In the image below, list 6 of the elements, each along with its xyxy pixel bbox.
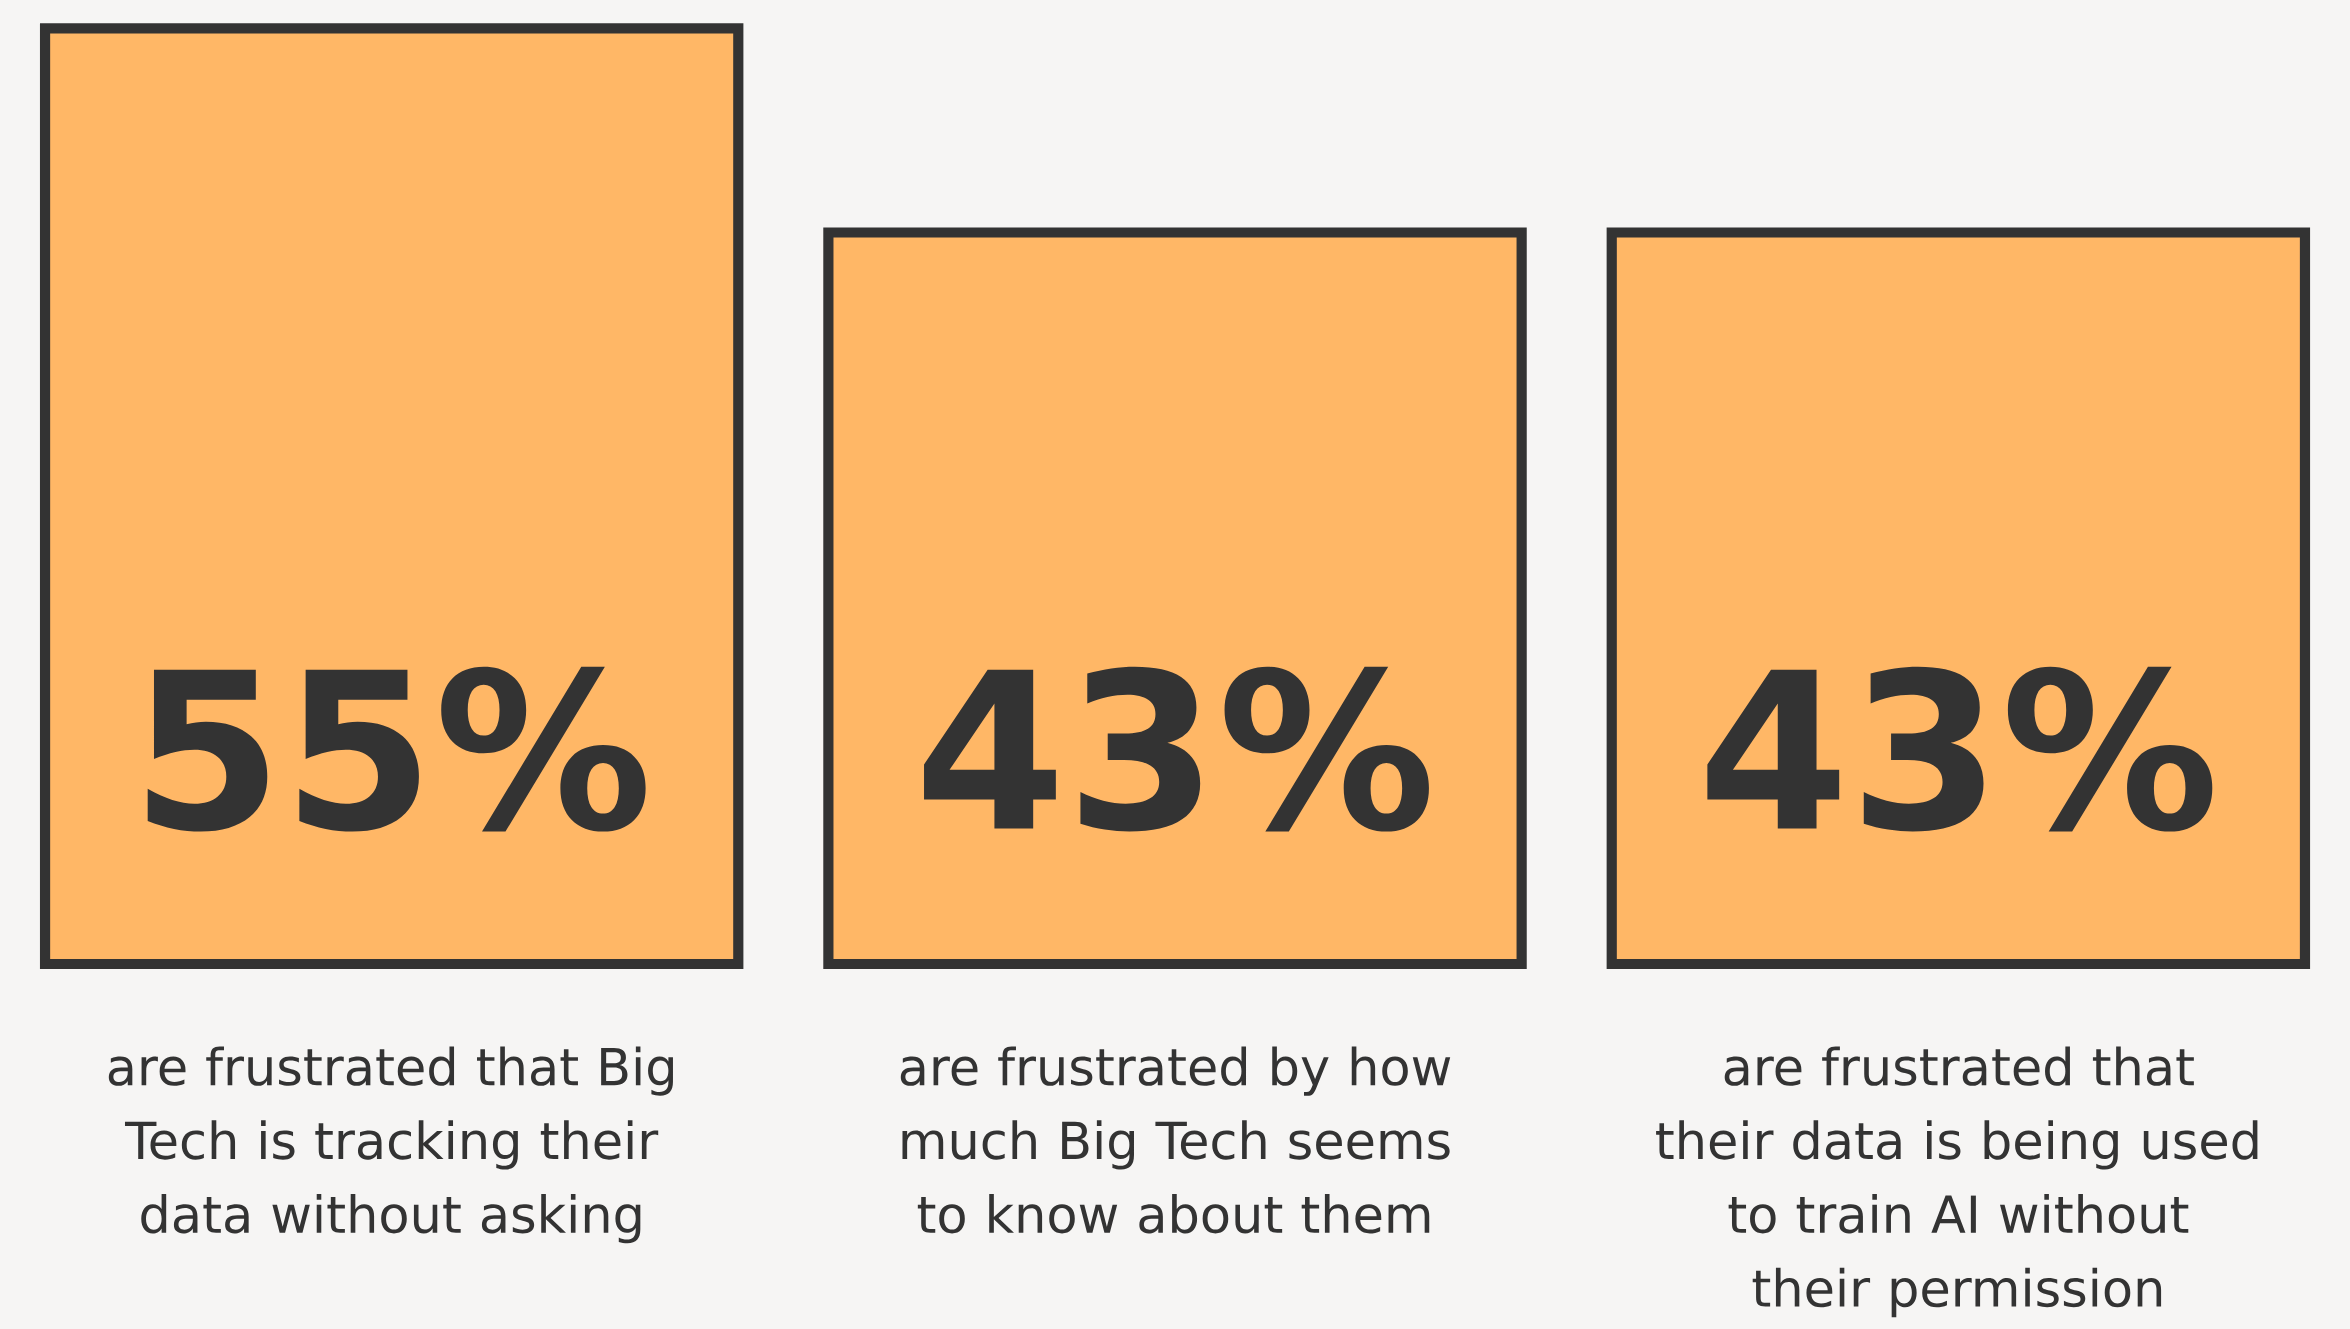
x-tick-label: are frustrated that their data is being used to train AI without their permission xyxy=(1656,1046,2258,1318)
data-label: 55% xyxy=(147,666,646,832)
data-label: 43% xyxy=(1707,666,2213,832)
x-tick-label: are frustrated by how much Big Tech seems to know about them xyxy=(900,1046,1451,1234)
data-label: 43% xyxy=(924,666,1429,832)
x-tick-label: are frustrated that Big Tech is tracking their data without asking xyxy=(108,1046,673,1244)
